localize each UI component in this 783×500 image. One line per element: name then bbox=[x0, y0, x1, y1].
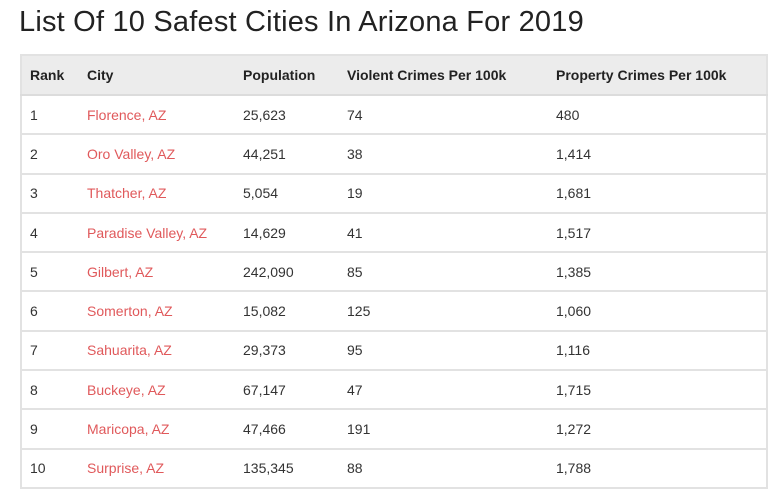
table-cell: 242,090 bbox=[243, 252, 347, 293]
table-cell: 74 bbox=[347, 95, 556, 136]
table-cell: 5 bbox=[21, 252, 87, 293]
table-cell: 1,414 bbox=[556, 134, 767, 175]
city-link[interactable]: Paradise Valley, AZ bbox=[87, 224, 208, 241]
table-cell: 88 bbox=[347, 460, 363, 477]
column-header: Violent Crimes Per 100k bbox=[347, 55, 556, 96]
table-row: 3 Thatcher, AZ 5,054 19 1,681 bbox=[21, 173, 767, 214]
table-row: 2 Oro Valley, AZ 44,251 38 1,414 bbox=[21, 134, 767, 175]
city-link[interactable]: Maricopa, AZ bbox=[87, 421, 170, 438]
table-cell: 7 bbox=[21, 330, 87, 372]
table-cell: 15,082 bbox=[243, 291, 347, 332]
table-cell: 44,251 bbox=[243, 134, 347, 175]
table-row: 7 Sahuarita, AZ 29,373 95 1,116 bbox=[21, 330, 767, 372]
table-cell: Florence, AZ bbox=[87, 95, 243, 136]
column-header: Rank bbox=[21, 55, 87, 96]
table-row: 5 Gilbert, AZ 242,090 85 1,385 bbox=[21, 252, 767, 293]
table-cell: Sahuarita, AZ bbox=[87, 330, 243, 372]
table-cell: 135,345 bbox=[243, 460, 294, 477]
table-cell: 47 bbox=[347, 370, 556, 411]
table-cell: 8 bbox=[21, 370, 87, 411]
table-cell: 1,517 bbox=[556, 212, 767, 254]
safest-cities-table: Rank City Population Violent Crimes Per 100… bbox=[20, 54, 768, 489]
table-cell: 95 bbox=[347, 330, 556, 372]
table-cell: 1,681 bbox=[556, 173, 767, 214]
table-cell: 19 bbox=[347, 173, 556, 214]
city-link[interactable]: Surprise, AZ bbox=[87, 460, 165, 477]
table-cell: 191 bbox=[347, 409, 556, 450]
table-cell: 67,147 bbox=[243, 370, 347, 411]
column-header: City bbox=[87, 55, 243, 96]
table-cell: 1,116 bbox=[556, 330, 767, 372]
city-link[interactable]: Sahuarita, AZ bbox=[87, 342, 172, 359]
table-cell: 85 bbox=[347, 252, 556, 293]
table-cell: 10 bbox=[30, 460, 46, 477]
table-cell: 1,385 bbox=[556, 252, 767, 293]
table-cell: 25,623 bbox=[243, 95, 347, 136]
table-row: 9 Maricopa, AZ 47,466 191 1,272 bbox=[21, 409, 767, 450]
table-cell: 2 bbox=[21, 134, 87, 175]
table-cell: 14,629 bbox=[243, 212, 347, 254]
city-link[interactable]: Thatcher, AZ bbox=[87, 185, 167, 202]
table-cell: Oro Valley, AZ bbox=[87, 134, 243, 175]
city-link[interactable]: Florence, AZ bbox=[87, 106, 167, 123]
table-cell: 41 bbox=[347, 212, 556, 254]
table-cell: 1,272 bbox=[556, 409, 767, 450]
table-cell: 47,466 bbox=[243, 409, 347, 450]
table-cell: 1,060 bbox=[556, 291, 767, 332]
table-cell: Thatcher, AZ bbox=[87, 173, 243, 214]
table-cell: Paradise Valley, AZ bbox=[87, 212, 243, 254]
city-link[interactable]: Oro Valley, AZ bbox=[87, 145, 176, 162]
table-cell: 5,054 bbox=[243, 173, 347, 214]
table-cell: 3 bbox=[21, 173, 87, 214]
page-title: List Of 10 Safest Cities In Arizona For … bbox=[19, 6, 584, 38]
table-cell: 6 bbox=[21, 291, 87, 332]
city-link[interactable]: Somerton, AZ bbox=[87, 303, 173, 320]
table-header-row: Rank City Population Violent Crimes Per 100… bbox=[21, 55, 767, 96]
table-cell: 1,788 bbox=[556, 460, 592, 477]
table-row: 6 Somerton, AZ 15,082 125 1,060 bbox=[21, 291, 767, 332]
column-header: Property Crimes Per 100k bbox=[556, 55, 767, 96]
table-cell: 38 bbox=[347, 134, 556, 175]
table-cell: 9 bbox=[21, 409, 87, 450]
table-row: 8 Buckeye, AZ 67,147 47 1,715 bbox=[21, 370, 767, 411]
table-row: 4 Paradise Valley, AZ 14,629 41 1,517 bbox=[21, 212, 767, 254]
table-cell: 1 bbox=[21, 95, 87, 136]
column-header: Population bbox=[243, 55, 347, 96]
table-cell: 4 bbox=[21, 212, 87, 254]
table-cell: Buckeye, AZ bbox=[87, 370, 243, 411]
table-cell: Gilbert, AZ bbox=[87, 252, 243, 293]
table-row: 1 Florence, AZ 25,623 74 480 bbox=[21, 95, 767, 136]
table-cell: 1,715 bbox=[556, 370, 767, 411]
city-link[interactable]: Buckeye, AZ bbox=[87, 381, 166, 398]
table-cell: Somerton, AZ bbox=[87, 291, 243, 332]
city-link[interactable]: Gilbert, AZ bbox=[87, 263, 154, 280]
table-cell: 125 bbox=[347, 291, 556, 332]
table-cell: 480 bbox=[556, 95, 767, 136]
table-cell: Maricopa, AZ bbox=[87, 409, 243, 450]
table-row: 10 Surprise, AZ 135,345 88 1,788 bbox=[21, 449, 767, 488]
table-cell: 29,373 bbox=[243, 330, 347, 372]
table-cell: Surprise, AZ bbox=[87, 449, 243, 488]
